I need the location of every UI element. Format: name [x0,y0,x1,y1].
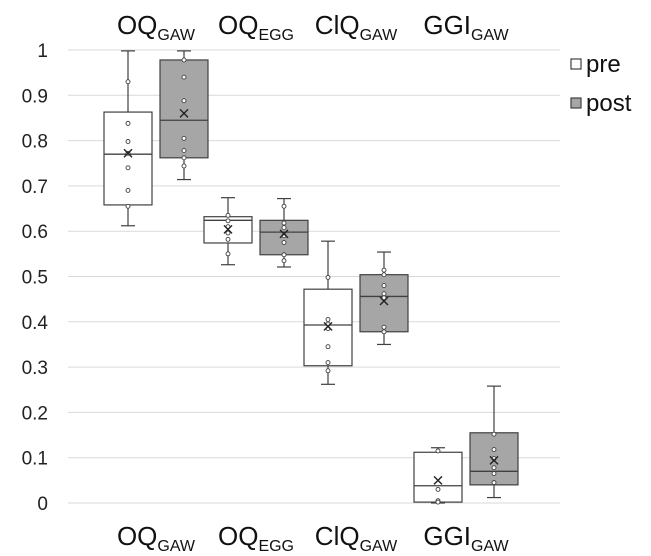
top-category-label: OQEGG [218,10,294,44]
data-point [181,57,187,63]
box-pre-3 [413,447,463,505]
y-tick-label: 0.6 [22,222,48,243]
data-point [281,203,287,209]
y-axis-ticks: 0 0.1 0.2 0.3 0.4 0.5 0.6 0.7 0.8 0.9 1 [22,41,49,515]
y-tick-label: 0.2 [22,403,48,424]
data-point [325,368,331,374]
data-point [225,212,231,218]
data-point [491,465,497,471]
mean-marker [223,224,233,234]
data-point [325,317,331,322]
legend-label-post: post [586,90,632,117]
data-point [281,252,287,258]
data-point [381,283,387,289]
data-point [125,139,131,144]
data-point [225,236,231,242]
data-point [491,480,497,486]
category-labels-bottom: OQGAW OQEGG ClQGAW GGIGAW [117,521,510,555]
legend-item-pre: pre [570,51,621,78]
bottom-category-label: ClQGAW [315,521,398,555]
legend-swatch-pre [570,58,582,70]
data-point [225,230,231,236]
data-point [381,291,387,297]
y-tick-label: 0.8 [22,132,48,153]
y-tick-label: 0.7 [22,177,48,198]
y-tick-label: 0.4 [22,313,49,334]
box-post-2 [359,251,409,346]
data-point [325,344,331,350]
mean-marker [179,108,189,118]
y-tick-label: 0.3 [22,358,48,379]
data-point [181,155,187,161]
box-post-3 [469,385,519,499]
data-point [381,295,387,301]
data-point [491,431,497,437]
y-tick-label: 0.9 [22,86,48,107]
box-post-0 [159,50,209,181]
data-point [381,267,387,273]
y-tick-label: 0 [37,494,48,515]
legend-swatch-post [570,97,582,109]
top-category-label: ClQGAW [315,10,398,44]
data-point [381,272,387,278]
box-pre-1 [203,197,253,266]
data-point [381,324,387,330]
y-tick-label: 0.1 [22,449,48,470]
mean-marker [379,296,389,306]
data-point [281,220,287,226]
box-iqr [413,451,463,503]
data-point [181,148,187,154]
data-point [125,165,131,171]
data-point [181,135,187,141]
data-point [181,74,187,80]
category-labels-top: OQGAW OQEGG ClQGAW GGIGAW [117,10,510,44]
bottom-category-label: OQGAW [117,521,196,555]
bottom-category-label: GGIGAW [423,521,509,555]
mean-marker [123,148,133,158]
mean-marker [323,321,333,331]
box-pre-2 [303,240,353,385]
mean-marker [489,455,499,465]
data-point [281,258,287,264]
data-point [281,225,287,231]
box-iqr [159,59,209,159]
box-post-1 [259,197,309,268]
legend-item-post: post [570,90,632,117]
y-tick-label: 1 [37,41,48,62]
data-point [125,187,131,193]
top-category-label: GGIGAW [423,10,509,44]
data-point [225,218,231,224]
top-category-label: OQGAW [117,10,196,44]
boxes [103,50,519,505]
data-point [181,98,187,104]
box-pre-0 [103,50,153,227]
legend-label-pre: pre [586,51,621,78]
data-point [225,251,231,257]
data-point [491,447,497,452]
data-point [435,448,441,454]
mean-marker [279,229,289,239]
bottom-category-label: OQEGG [218,521,294,555]
data-point [125,120,131,126]
legend: pre post [570,51,632,117]
data-point [435,486,441,492]
data-point [325,360,331,366]
y-tick-label: 0.5 [22,268,48,289]
mean-marker [433,475,443,485]
data-point [491,471,497,477]
data-point [181,163,187,169]
data-point [381,329,387,335]
data-point [325,274,331,280]
data-point [125,203,131,209]
data-point [435,499,441,505]
data-point [281,240,287,245]
data-point [125,79,131,85]
